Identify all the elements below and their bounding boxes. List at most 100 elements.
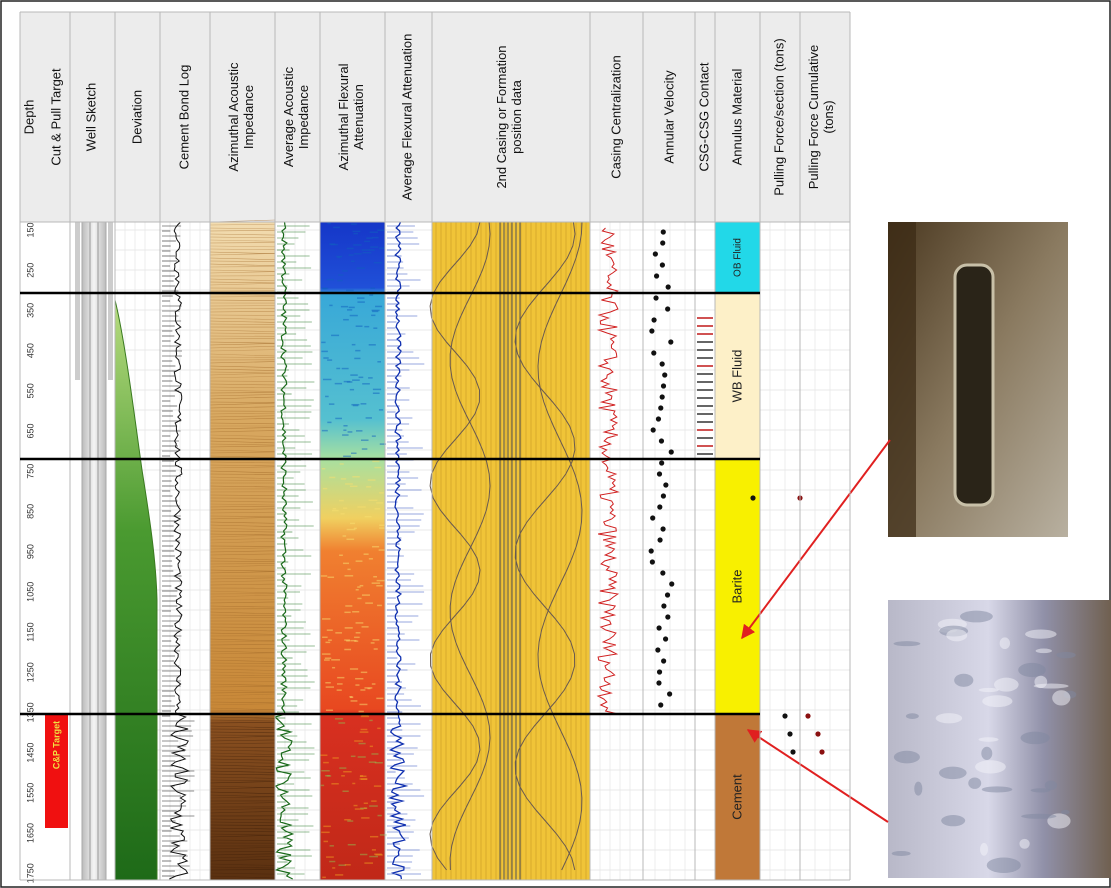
flex-speckle <box>321 342 325 344</box>
flex-speckle <box>331 659 340 661</box>
flex-speckle <box>355 350 360 352</box>
flex-speckle <box>350 374 357 376</box>
flex-speckle <box>373 389 381 391</box>
flex-speckle <box>370 836 378 838</box>
flex-speckle <box>366 237 372 239</box>
flex-speckle <box>332 867 335 869</box>
photo-texture <box>1018 663 1046 677</box>
flex-speckle <box>353 244 362 246</box>
velocity-dot <box>661 603 666 608</box>
flex-speckle <box>328 577 334 579</box>
depth-label: 250 <box>25 263 35 278</box>
casing-pipe <box>82 222 106 880</box>
flex-speckle <box>347 529 356 531</box>
velocity-dot <box>657 669 662 674</box>
flex-speckle <box>326 856 334 858</box>
flex-speckle <box>353 233 358 235</box>
photo-texture <box>1036 649 1052 654</box>
flex-speckle <box>325 642 330 644</box>
photo-texture <box>994 678 1019 692</box>
flex-speckle <box>370 246 378 248</box>
flex-speckle <box>361 403 367 405</box>
flex-speckle <box>373 576 377 578</box>
flex-speckle <box>347 539 355 541</box>
column-header: Attenuation <box>351 84 366 150</box>
arrow <box>748 730 888 822</box>
annulus-zone-label: WB Fluid <box>729 350 744 403</box>
flex-speckle <box>320 754 327 756</box>
flex-speckle <box>327 775 331 777</box>
flex-speckle <box>357 267 365 269</box>
annulus-zone-label: Cement <box>729 774 744 820</box>
photo-texture <box>987 858 1021 873</box>
flex-speckle <box>371 753 378 755</box>
flex-speckle <box>357 301 364 303</box>
deviation-area <box>115 300 157 880</box>
flex-speckle <box>343 425 347 427</box>
flex-speckle <box>341 306 348 308</box>
photo-texture <box>906 713 919 719</box>
flex-speckle <box>377 361 381 363</box>
flex-speckle <box>352 783 355 785</box>
velocity-dot <box>656 625 661 630</box>
velocity-dot <box>658 405 663 410</box>
flex-speckle <box>359 711 364 713</box>
flex-speckle <box>323 379 332 381</box>
flex-speckle <box>342 791 348 793</box>
velocity-dot <box>660 394 665 399</box>
flex-speckle <box>354 253 362 255</box>
flex-image <box>320 222 385 880</box>
photo-texture <box>980 843 988 856</box>
column-header: Pulling Force/section (tons) <box>771 38 786 196</box>
photo-texture <box>975 760 1006 773</box>
velocity-dot <box>657 537 662 542</box>
flex-speckle <box>362 594 370 596</box>
flex-speckle <box>337 689 342 691</box>
flex-speckle <box>351 261 355 263</box>
flex-speckle <box>349 254 354 256</box>
flex-speckle <box>348 844 356 846</box>
depth-label: 1450 <box>25 743 35 763</box>
flex-speckle <box>327 223 331 225</box>
flex-speckle <box>342 270 348 272</box>
flex-speckle <box>364 803 368 805</box>
flex-speckle <box>368 500 377 502</box>
flex-speckle <box>364 687 372 689</box>
flex-speckle <box>362 252 371 254</box>
flex-speckle <box>345 864 351 866</box>
flex-speckle <box>332 510 339 512</box>
flex-speckle <box>356 560 363 562</box>
flex-speckle <box>345 627 353 629</box>
outer-shoe <box>108 222 113 380</box>
velocity-dot <box>669 449 674 454</box>
flex-speckle <box>343 429 346 431</box>
velocity-dot <box>665 592 670 597</box>
flex-speckle <box>361 439 369 441</box>
flex-speckle <box>369 856 378 858</box>
depth-label: 1650 <box>25 823 35 843</box>
flex-speckle <box>346 640 350 642</box>
flex-speckle <box>349 307 355 309</box>
flex-speckle <box>342 368 349 370</box>
velocity-dot <box>660 526 665 531</box>
flex-speckle <box>323 826 331 828</box>
flex-speckle <box>346 290 354 292</box>
flex-speckle <box>351 223 357 225</box>
flex-speckle <box>372 849 376 851</box>
photo-texture <box>979 688 999 692</box>
flex-speckle <box>322 468 325 470</box>
flex-speckle <box>374 648 378 650</box>
flex-speckle <box>337 677 344 679</box>
flex-speckle <box>329 243 335 245</box>
velocity-dot <box>650 515 655 520</box>
flex-speckle <box>361 249 370 251</box>
flex-speckle <box>327 422 331 424</box>
flex-speckle <box>322 653 331 655</box>
force-dot <box>815 731 820 736</box>
flex-speckle <box>325 396 329 398</box>
flex-speckle <box>372 683 376 685</box>
velocity-dot <box>651 427 656 432</box>
flex-speckle <box>373 392 380 394</box>
flex-speckle <box>339 767 346 769</box>
column-header: Average Flexural Attenuation <box>399 34 414 201</box>
